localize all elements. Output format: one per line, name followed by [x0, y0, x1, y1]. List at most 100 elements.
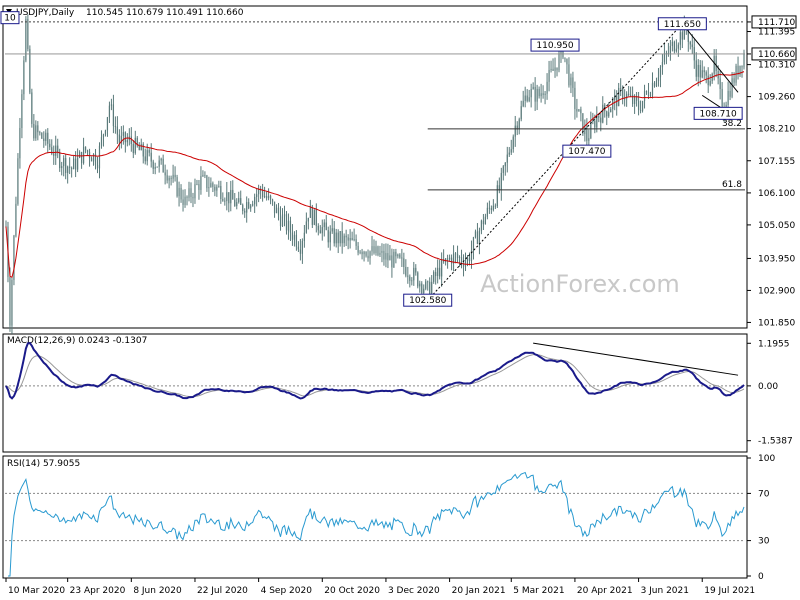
candle-body	[538, 88, 540, 97]
candle-body	[363, 251, 365, 255]
candle-body	[331, 228, 333, 232]
candle-body	[610, 109, 612, 113]
candle-body	[311, 206, 313, 225]
candle-body	[488, 207, 490, 209]
candle-body	[645, 91, 648, 93]
candle-body	[554, 67, 556, 71]
macd-line	[5, 342, 745, 400]
candle-body	[681, 32, 683, 40]
time-tick-label: 19 Jul 2021	[704, 586, 755, 596]
rsi-axis: 100 70 30 0	[747, 454, 775, 582]
candle-body	[405, 267, 407, 276]
candle-body	[305, 221, 307, 233]
candle-body	[15, 203, 17, 236]
candle-body	[548, 70, 550, 82]
rsi-label: RSI(14) 57.9055	[7, 459, 80, 469]
candle-body	[228, 192, 230, 204]
candle-body	[743, 53, 745, 68]
candle-body	[618, 87, 620, 107]
candle-body	[301, 240, 303, 254]
candle-body	[162, 158, 164, 173]
candle-body	[576, 109, 578, 112]
candle-body	[80, 152, 83, 164]
candle-body	[140, 144, 142, 151]
price-tick-label: 103.950	[758, 254, 795, 264]
candle-body	[520, 106, 522, 120]
candle-body	[425, 281, 427, 289]
candle-body	[39, 132, 41, 134]
candle-body	[178, 187, 180, 197]
candle-body	[55, 145, 57, 156]
candle-body	[136, 137, 138, 146]
candle-body	[351, 238, 353, 241]
candle-body	[204, 174, 206, 176]
candle-body	[17, 158, 19, 204]
price-annotation-label: 110.950	[536, 41, 573, 51]
candle-body	[419, 283, 421, 287]
candle-body	[244, 210, 246, 213]
candle-body	[466, 257, 469, 262]
price-annotation-box	[657, 17, 707, 31]
macd-tick-label: -1.5387	[758, 437, 793, 447]
candle-body	[612, 99, 614, 110]
candle-body	[506, 154, 508, 163]
candle-body	[544, 93, 546, 96]
candle-body	[641, 100, 644, 111]
candle-body	[148, 150, 150, 153]
candle-body	[84, 146, 87, 151]
candle-body	[118, 134, 120, 143]
candle-body	[490, 208, 492, 210]
candle-body	[104, 130, 107, 135]
candle-body	[126, 140, 128, 143]
candle-body	[208, 187, 210, 189]
price-tick-label: 110.660	[758, 50, 795, 60]
candle-body	[86, 150, 89, 152]
candle-body	[468, 257, 471, 261]
candle-body	[92, 154, 95, 162]
candle-body	[37, 125, 39, 133]
candle-body	[703, 70, 705, 73]
candle-body	[75, 158, 77, 170]
candle-body	[454, 253, 457, 255]
candle-body	[741, 65, 743, 68]
candle-body	[353, 239, 355, 241]
candle-body	[59, 152, 61, 169]
candle-body	[500, 172, 502, 191]
candle-body	[727, 90, 729, 105]
time-axis: 10 Mar 2020 23 Apr 2020 8 Jun 2020 22 Jul 2…	[5, 578, 755, 596]
price-annotation-box	[0, 11, 20, 25]
candle-body	[230, 189, 232, 204]
candle-body	[63, 158, 65, 167]
candle-body	[33, 123, 35, 139]
candle-body	[246, 202, 248, 213]
time-tick-label: 22 Jul 2020	[197, 586, 248, 596]
macd-axis: 1.1955 0.00 -1.5387	[747, 339, 793, 447]
candle-body	[395, 251, 397, 257]
price-annotation-label: 107.470	[568, 147, 605, 157]
candle-body	[291, 232, 294, 240]
candle-body	[448, 257, 451, 260]
candle-body	[458, 257, 461, 259]
candle-body	[393, 251, 395, 268]
candle-body	[719, 78, 721, 89]
candle-body	[132, 144, 134, 154]
candle-body	[701, 70, 703, 78]
candle-body	[21, 94, 23, 128]
candle-body	[655, 81, 658, 87]
annotations: 38.2 61.8 111.650 110.950 108.710 107.470 102.…	[0, 11, 745, 307]
candle-body	[51, 147, 53, 154]
candle-body	[536, 88, 538, 102]
candle-body	[614, 95, 616, 100]
candle-body	[524, 95, 526, 101]
candle-body	[202, 174, 204, 177]
candle-body	[265, 196, 268, 199]
candle-body	[474, 231, 477, 238]
candle-body	[47, 132, 49, 144]
candle-body	[186, 196, 188, 198]
candle-body	[108, 105, 111, 118]
candle-body	[192, 197, 194, 199]
candle-body	[600, 117, 602, 123]
candle-body	[415, 267, 417, 273]
candle-body	[651, 82, 654, 96]
